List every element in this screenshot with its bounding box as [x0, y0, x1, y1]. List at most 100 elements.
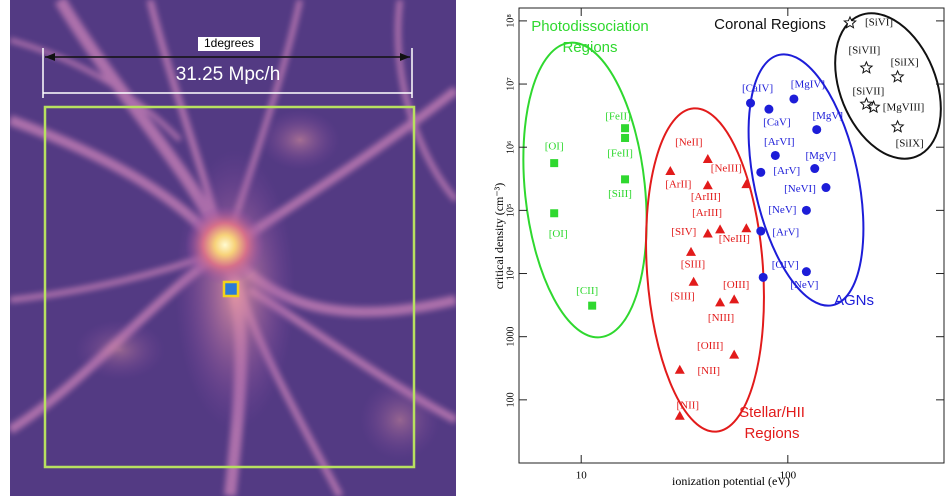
point: [801, 205, 811, 215]
point: [715, 224, 726, 234]
point-label: [MgV]: [805, 150, 836, 162]
plot-frame: [518, 7, 945, 464]
point: [688, 276, 699, 286]
point: [674, 410, 685, 420]
point-label: [CII]: [576, 285, 598, 297]
point: [550, 159, 559, 168]
point-label: [CaIV]: [742, 83, 773, 95]
point-label: [ArIII]: [692, 207, 722, 219]
y-tick-label: 10⁴: [505, 266, 516, 280]
region-ellipse: [645, 107, 765, 433]
point: [789, 94, 799, 104]
point: [812, 125, 822, 135]
y-tick-label: 10⁶: [505, 140, 516, 154]
x-tick-label: 100: [780, 470, 797, 482]
point-label: [NeII]: [675, 137, 702, 149]
region-label: Photodissociation Regions: [531, 18, 649, 56]
point: [686, 246, 697, 256]
box: [43, 105, 416, 469]
region-ellipse: [747, 53, 865, 307]
point-label: [ArVI]: [764, 136, 795, 148]
point-label: [MgIV]: [791, 79, 825, 91]
point: [890, 69, 905, 83]
point: [621, 175, 630, 184]
point-label: [MgV]: [812, 110, 843, 122]
region-label: Coronal Regions: [714, 16, 826, 33]
point: [621, 124, 630, 133]
point: [764, 104, 774, 114]
region-label: Stellar/HII Regions: [739, 404, 805, 442]
y-tick-label: 1000: [505, 327, 516, 347]
point-label: [SiIX]: [891, 56, 919, 68]
point-label: [OIV]: [772, 259, 799, 271]
point: [758, 272, 768, 282]
scale-label: 1degrees: [204, 36, 254, 50]
point-label: [ArII]: [665, 179, 691, 191]
point-label: [MgVIII]: [883, 102, 925, 114]
y-tick-label: 100: [505, 392, 516, 407]
point-label: [NII]: [697, 365, 720, 377]
point: [621, 133, 630, 142]
distance-label: 31.25 Mpc/h: [176, 64, 281, 85]
y-axis-label: critical density (cm⁻³): [492, 183, 506, 290]
point-label: [ArV]: [772, 227, 799, 239]
point-label: [OIII]: [697, 340, 723, 352]
point-label: [SIII]: [670, 290, 694, 302]
point: [550, 209, 559, 218]
point-label: [NIII]: [708, 312, 734, 324]
point-label: [SiVII]: [848, 44, 880, 56]
point: [810, 164, 820, 174]
point-label: [CaV]: [763, 117, 791, 129]
label-bg: [198, 37, 260, 51]
point: [715, 297, 726, 307]
point: [741, 223, 752, 233]
x-axis-label: ionization potential (eV): [672, 474, 790, 488]
point: [588, 301, 597, 310]
point: [859, 60, 874, 74]
point: [746, 98, 756, 108]
point-label: [FeII]: [607, 148, 633, 160]
point: [702, 180, 713, 190]
point-label: [OI]: [545, 141, 564, 153]
y-tick-label: 10⁵: [505, 204, 516, 218]
plot: [518, 7, 945, 464]
point: [665, 166, 676, 176]
marker-box: [222, 280, 240, 298]
region-ellipse: [522, 41, 648, 339]
point: [890, 119, 905, 133]
point-label: [SIV]: [671, 226, 696, 238]
point-label: [SiVI]: [865, 16, 893, 28]
simulation-image: [10, 0, 456, 496]
point: [741, 179, 752, 189]
point-label: [NeIII]: [719, 233, 750, 245]
point: [821, 183, 831, 193]
y-tick-label: 10⁷: [505, 77, 516, 91]
point-label: [SiII]: [608, 188, 632, 200]
point: [756, 226, 766, 236]
point: [674, 364, 685, 374]
point: [859, 96, 874, 111]
point-label: [NeV]: [790, 279, 818, 291]
point-label: [SiVII]: [852, 86, 884, 98]
point-label: [NeVI]: [784, 183, 816, 195]
point: [729, 349, 740, 359]
point: [770, 150, 780, 160]
point: [729, 294, 740, 304]
point: [702, 228, 713, 238]
point-label: [NeV]: [768, 204, 796, 216]
point-label: [ArIII]: [691, 191, 721, 203]
point-label: [NeIII]: [711, 163, 742, 175]
point: [843, 15, 857, 29]
y-tick-label: 10⁸: [505, 14, 516, 28]
region-ellipse: [834, 12, 942, 160]
point-label: [ArV]: [773, 165, 800, 177]
point-label: [OI]: [549, 228, 568, 240]
x-tick-label: 10: [576, 470, 588, 482]
point: [801, 267, 811, 277]
point-label: [FeII]: [605, 111, 631, 123]
point-label: [OIII]: [723, 279, 749, 291]
region-label: AGNs: [833, 292, 874, 309]
point-label: [NII]: [676, 399, 699, 411]
point: [702, 154, 713, 164]
point-label: [SiIX]: [896, 137, 924, 149]
